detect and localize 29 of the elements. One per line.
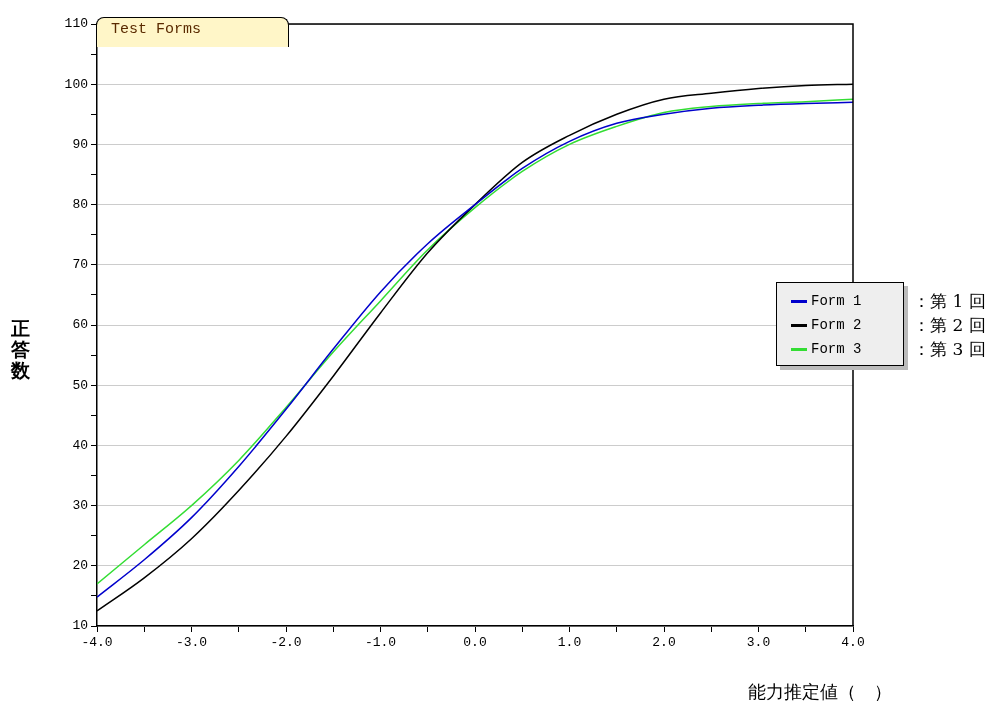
legend-label: Form 2 bbox=[811, 317, 862, 333]
x-tick-label: 3.0 bbox=[746, 635, 771, 651]
x-tick-label: -4.0 bbox=[81, 635, 113, 651]
y-tick-label: 90 bbox=[72, 136, 88, 152]
legend-label: Form 3 bbox=[811, 341, 862, 357]
y-tick-label: 10 bbox=[72, 618, 88, 634]
y-axis-title: 正答数 bbox=[9, 317, 31, 381]
y-tick-label: 20 bbox=[72, 558, 88, 574]
y-tick-label: 110 bbox=[64, 16, 88, 32]
x-tick-label: 1.0 bbox=[557, 635, 582, 651]
y-tick-label: 50 bbox=[72, 377, 88, 393]
y-tick-label: 60 bbox=[72, 317, 88, 333]
y-tick-label: 40 bbox=[72, 437, 88, 453]
y-tick-label: 100 bbox=[64, 76, 88, 92]
x-tick-label: 2.0 bbox=[652, 635, 676, 651]
chart-title: Test Forms bbox=[111, 21, 202, 38]
x-tick-label: 4.0 bbox=[841, 635, 865, 651]
y-tick-label: 70 bbox=[72, 257, 88, 273]
x-tick-label: -1.0 bbox=[364, 635, 397, 651]
x-axis-title: 能力推定値（ ） bbox=[748, 680, 892, 704]
x-tick-label: 0.0 bbox=[463, 635, 487, 651]
text: ：第 1 回 bbox=[913, 290, 986, 313]
y-tick-label: 30 bbox=[72, 498, 88, 514]
text: ：第 2 回 bbox=[913, 314, 986, 337]
legend-label: Form 1 bbox=[811, 293, 862, 309]
x-tick-label: -2.0 bbox=[270, 635, 302, 651]
x-tick-label: -3.0 bbox=[175, 635, 208, 651]
y-tick-label: 80 bbox=[72, 197, 88, 213]
text: ：第 3 回 bbox=[913, 338, 986, 361]
